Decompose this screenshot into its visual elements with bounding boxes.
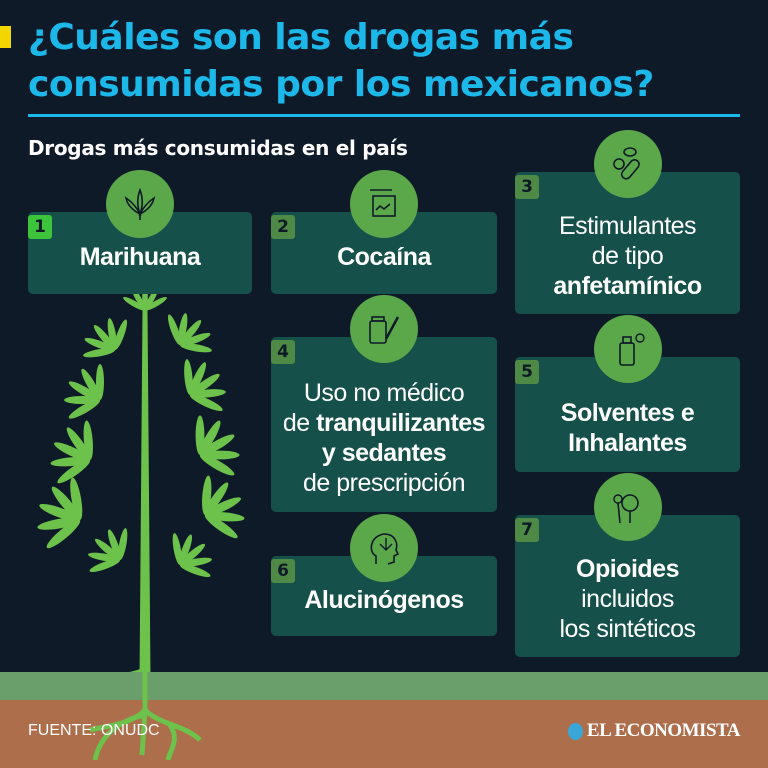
drug-card-6: Alucinógenos	[271, 556, 497, 636]
drug-label-line: incluidos	[581, 585, 674, 613]
logo-text: EL ECONOMISTA	[586, 720, 741, 741]
cocaine-bag-icon	[350, 170, 418, 238]
page-title: ¿Cuáles son las drogas más consumidas po…	[28, 17, 654, 105]
spray-can-icon	[593, 315, 662, 383]
plant-roots	[89, 670, 202, 760]
drug-label-line: de tipo	[591, 242, 664, 270]
title-accent-bar	[0, 26, 11, 48]
rank-badge: 4	[271, 340, 295, 364]
plant-leaf	[37, 477, 83, 549]
drug-label-line: anfetamínico	[553, 272, 702, 300]
drug-label-line: de prescripción	[302, 468, 466, 497]
rank-badge: 6	[271, 559, 295, 583]
source-note: FUENTE: ONUDC	[28, 722, 160, 739]
rank-badge: 2	[271, 215, 295, 239]
plant-leaf	[167, 313, 212, 353]
rank-badge: 7	[515, 518, 539, 542]
pills-icon	[593, 130, 662, 198]
drug-card-4: Uso no médico de tranquilizantes y sedante…	[271, 337, 497, 512]
drug-label-line: Marihuana	[79, 243, 201, 271]
rank-badge: 1	[28, 215, 52, 239]
ground-soil	[0, 700, 768, 768]
drug-label-line: Uso no médico	[303, 378, 465, 407]
logo-globe-icon	[567, 722, 583, 740]
drug-label-line: Estimulantes	[558, 212, 697, 240]
drug-label-line: Cocaína	[337, 243, 431, 271]
rank-badge: 3	[515, 175, 539, 199]
plant-leaf	[83, 318, 128, 358]
title-divider	[28, 114, 740, 117]
plant-leaf	[202, 475, 245, 539]
cannabis-plant-illustration	[37, 290, 245, 741]
drug-label-line: los sintéticos	[559, 615, 696, 643]
plant-leaf	[172, 533, 212, 578]
head-leaf-icon	[350, 514, 418, 582]
drug-label-line: de tranquilizantes	[282, 408, 486, 437]
drug-label-line: Opioides	[576, 555, 679, 583]
drug-label-line: Alucinógenos	[304, 586, 464, 614]
drug-label-line: Inhalantes	[568, 428, 687, 457]
subtitle: Drogas más consumidas en el país	[28, 136, 408, 160]
plant-leaf	[50, 420, 93, 484]
drug-card-7: Opioides incluidos los sintéticos	[515, 515, 740, 657]
drug-card-1: Marihuana	[28, 212, 252, 294]
rank-badge: 5	[515, 360, 539, 384]
plant-leaf	[64, 364, 104, 419]
brand-logo: EL ECONOMISTA	[567, 720, 741, 742]
ground-grass	[0, 672, 768, 700]
drug-label-line: y sedantes	[321, 438, 447, 467]
plant-leaf	[184, 359, 226, 412]
plant-leaf	[195, 415, 240, 476]
drug-label-line: Solventes e	[560, 398, 695, 427]
cannabis-leaf-icon	[106, 170, 174, 238]
plant-leaf	[88, 528, 128, 573]
poppy-icon	[593, 473, 662, 541]
medicine-syringe-icon	[350, 295, 418, 363]
